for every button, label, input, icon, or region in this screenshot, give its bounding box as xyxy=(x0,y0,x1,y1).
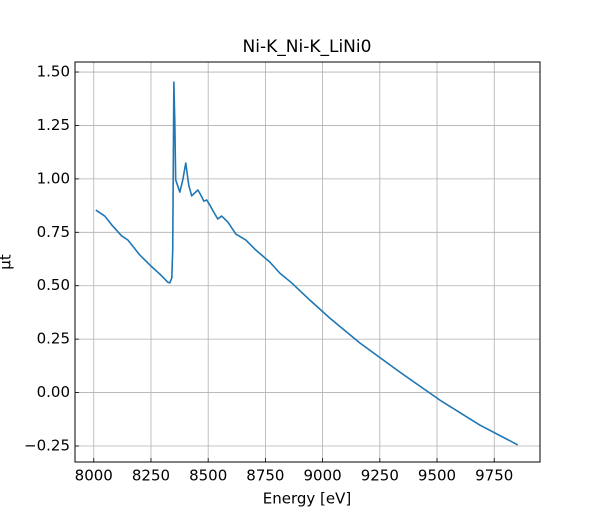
x-axis-label: Energy [eV] xyxy=(263,490,351,508)
plot-frame xyxy=(74,61,541,463)
chart-title: Ni-K_Ni-K_LiNi0 xyxy=(243,37,372,57)
y-tick-label: 0.50 xyxy=(37,276,70,294)
y-tick-label: 0.75 xyxy=(37,223,70,241)
y-tick-label: 1.00 xyxy=(37,169,70,187)
y-tick-label: 0.25 xyxy=(37,330,70,348)
x-tick-label: 8250 xyxy=(132,467,170,485)
x-tick-label: 9750 xyxy=(475,467,513,485)
x-tick-label: 8750 xyxy=(246,467,284,485)
x-tick-label: 9000 xyxy=(304,467,342,485)
y-tick-label: −0.25 xyxy=(24,436,70,454)
y-tick-label: 1.25 xyxy=(37,116,70,134)
y-tick-label: 1.50 xyxy=(37,63,70,81)
data-line xyxy=(95,81,519,446)
x-tick-label: 9250 xyxy=(361,467,399,485)
y-tick-label: 0.00 xyxy=(37,383,70,401)
x-tick-label: 8500 xyxy=(189,467,227,485)
x-tick-label: 8000 xyxy=(75,467,113,485)
y-axis-label: μt xyxy=(0,254,15,270)
x-tick-label: 9500 xyxy=(418,467,456,485)
